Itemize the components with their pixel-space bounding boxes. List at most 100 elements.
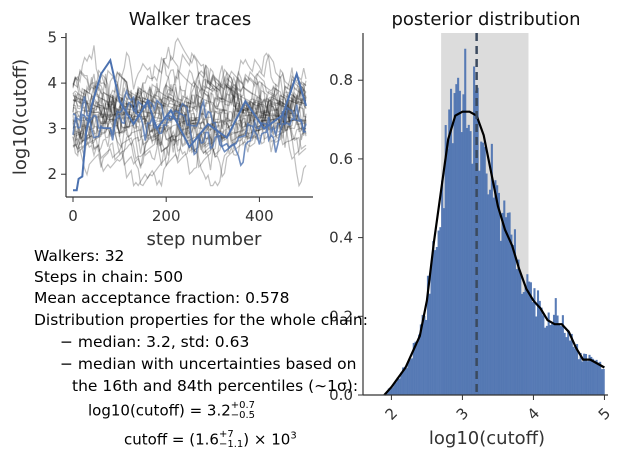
trace-y-tick-label: 5 — [47, 29, 57, 47]
histogram-bar — [437, 230, 440, 395]
walker-trace — [72, 75, 307, 138]
histogram-bar — [570, 333, 573, 395]
histogram-bar — [455, 84, 458, 395]
histogram-bar — [584, 354, 587, 395]
posterior-y-tick-label: 0.4 — [329, 229, 353, 247]
trace-x-tick-label: 0 — [68, 207, 78, 225]
walker-trace — [72, 37, 306, 131]
posterior-y-ticks: 0.0 0.2 0.4 0.6 0.8 — [329, 71, 363, 404]
walker-trace — [72, 64, 307, 146]
histogram-bar — [435, 247, 438, 395]
histogram-bar — [497, 192, 501, 395]
posterior-x-tick-label: 4 — [524, 404, 543, 423]
histogram-bar — [574, 348, 577, 395]
walker-trace — [72, 67, 307, 153]
posterior-x-tick-label: 2 — [382, 404, 401, 423]
histogram-bar — [558, 324, 561, 395]
histogram-bar — [407, 361, 410, 395]
histogram-bar — [421, 314, 424, 395]
histogram-bar — [489, 189, 492, 395]
histogram-bar — [576, 344, 579, 395]
histogram-bar — [521, 293, 524, 395]
histogram-bar — [535, 316, 538, 395]
walker-trace — [72, 76, 307, 176]
histogram-bar — [602, 368, 605, 395]
walker-trace — [72, 45, 307, 134]
histogram-bar — [457, 77, 460, 395]
histogram-bar — [517, 259, 520, 395]
walker-trace — [72, 64, 307, 157]
histogram-bar — [453, 93, 456, 396]
histogram-bar — [402, 367, 405, 395]
histogram-bar — [469, 131, 472, 395]
histogram-bar — [471, 163, 474, 395]
walker-trace — [72, 82, 307, 177]
cutoff-eq-sub: −1.1 — [218, 439, 244, 450]
histogram-bar — [524, 286, 527, 395]
histogram-bar — [465, 127, 469, 395]
uncertainty-text-1: − median with uncertainties based on — [60, 355, 357, 373]
highlight-walker-trace — [73, 57, 307, 192]
histogram-bar — [414, 341, 417, 395]
histogram-bar — [554, 298, 557, 395]
histogram-bar — [593, 360, 596, 395]
histogram-bar — [403, 366, 406, 395]
trace-y-label: log10(cutoff) — [10, 59, 31, 175]
histogram-bar — [512, 245, 515, 395]
histogram-bar — [599, 361, 602, 395]
histogram-bar — [449, 88, 453, 395]
trace-y-tick-label: 4 — [47, 74, 57, 92]
histogram-bar — [577, 359, 580, 395]
histogram-bar — [446, 148, 449, 395]
histogram-bar — [434, 250, 437, 395]
trace-y-ticks: 2 3 4 5 — [47, 29, 66, 183]
log-cutoff-eq-sub: −0.5 — [230, 410, 256, 421]
histogram-bar — [581, 361, 584, 395]
median-std-text: − median: 3.2, std: 0.63 — [60, 333, 250, 351]
histogram-bar — [405, 368, 408, 395]
walker-trace — [72, 74, 307, 160]
histogram-bar — [426, 275, 429, 395]
histogram-bar — [387, 388, 390, 395]
histogram-bar — [503, 200, 506, 395]
walker-trace — [72, 67, 307, 144]
histogram-bar — [563, 332, 566, 395]
posterior-panel: 0.0 0.2 0.4 0.6 0.8 2 3 4 5 posterior distribut… — [329, 9, 614, 449]
walker-trace — [72, 81, 307, 142]
histogram-bar — [533, 288, 536, 395]
histogram-bar — [480, 141, 483, 395]
posterior-x-ticks: 2 3 4 5 — [382, 395, 614, 424]
histogram-bar — [391, 387, 394, 395]
log-cutoff-equation: log10(cutoff) = 3.2 +0.7 −0.5 — [88, 401, 255, 421]
histogram-bar — [442, 208, 445, 395]
histogram-bar — [462, 94, 465, 395]
histogram-bar — [460, 132, 463, 395]
posterior-y-tick-label: 0.6 — [329, 150, 353, 168]
histogram-bar — [513, 229, 516, 395]
posterior-title: posterior distribution — [391, 9, 580, 30]
histogram-bar — [473, 66, 476, 395]
posterior-y-tick-label: 0.2 — [329, 307, 353, 325]
histogram-bar — [464, 48, 467, 395]
histogram-bar — [586, 361, 589, 395]
histogram-bar — [441, 180, 444, 395]
histogram-bar — [487, 194, 490, 395]
histogram-bar — [592, 358, 595, 395]
walker-trace-blue — [72, 88, 307, 167]
histogram-bar — [485, 173, 488, 395]
walker-trace — [72, 86, 307, 150]
walker-trace — [72, 51, 307, 188]
histogram-bar — [501, 212, 504, 395]
histogram-bar — [510, 234, 513, 395]
histogram-bar — [556, 315, 559, 395]
histogram-bar — [540, 307, 543, 395]
histogram-bar — [528, 281, 531, 395]
histogram-bar — [565, 337, 568, 395]
histogram-bar — [481, 142, 485, 395]
posterior-y-tick-label: 0.8 — [329, 71, 353, 89]
histogram-bar — [389, 388, 392, 395]
histogram-bar — [432, 241, 435, 395]
histogram-bar — [428, 293, 431, 395]
walker-traces — [72, 37, 307, 188]
histogram-bar — [451, 143, 454, 395]
